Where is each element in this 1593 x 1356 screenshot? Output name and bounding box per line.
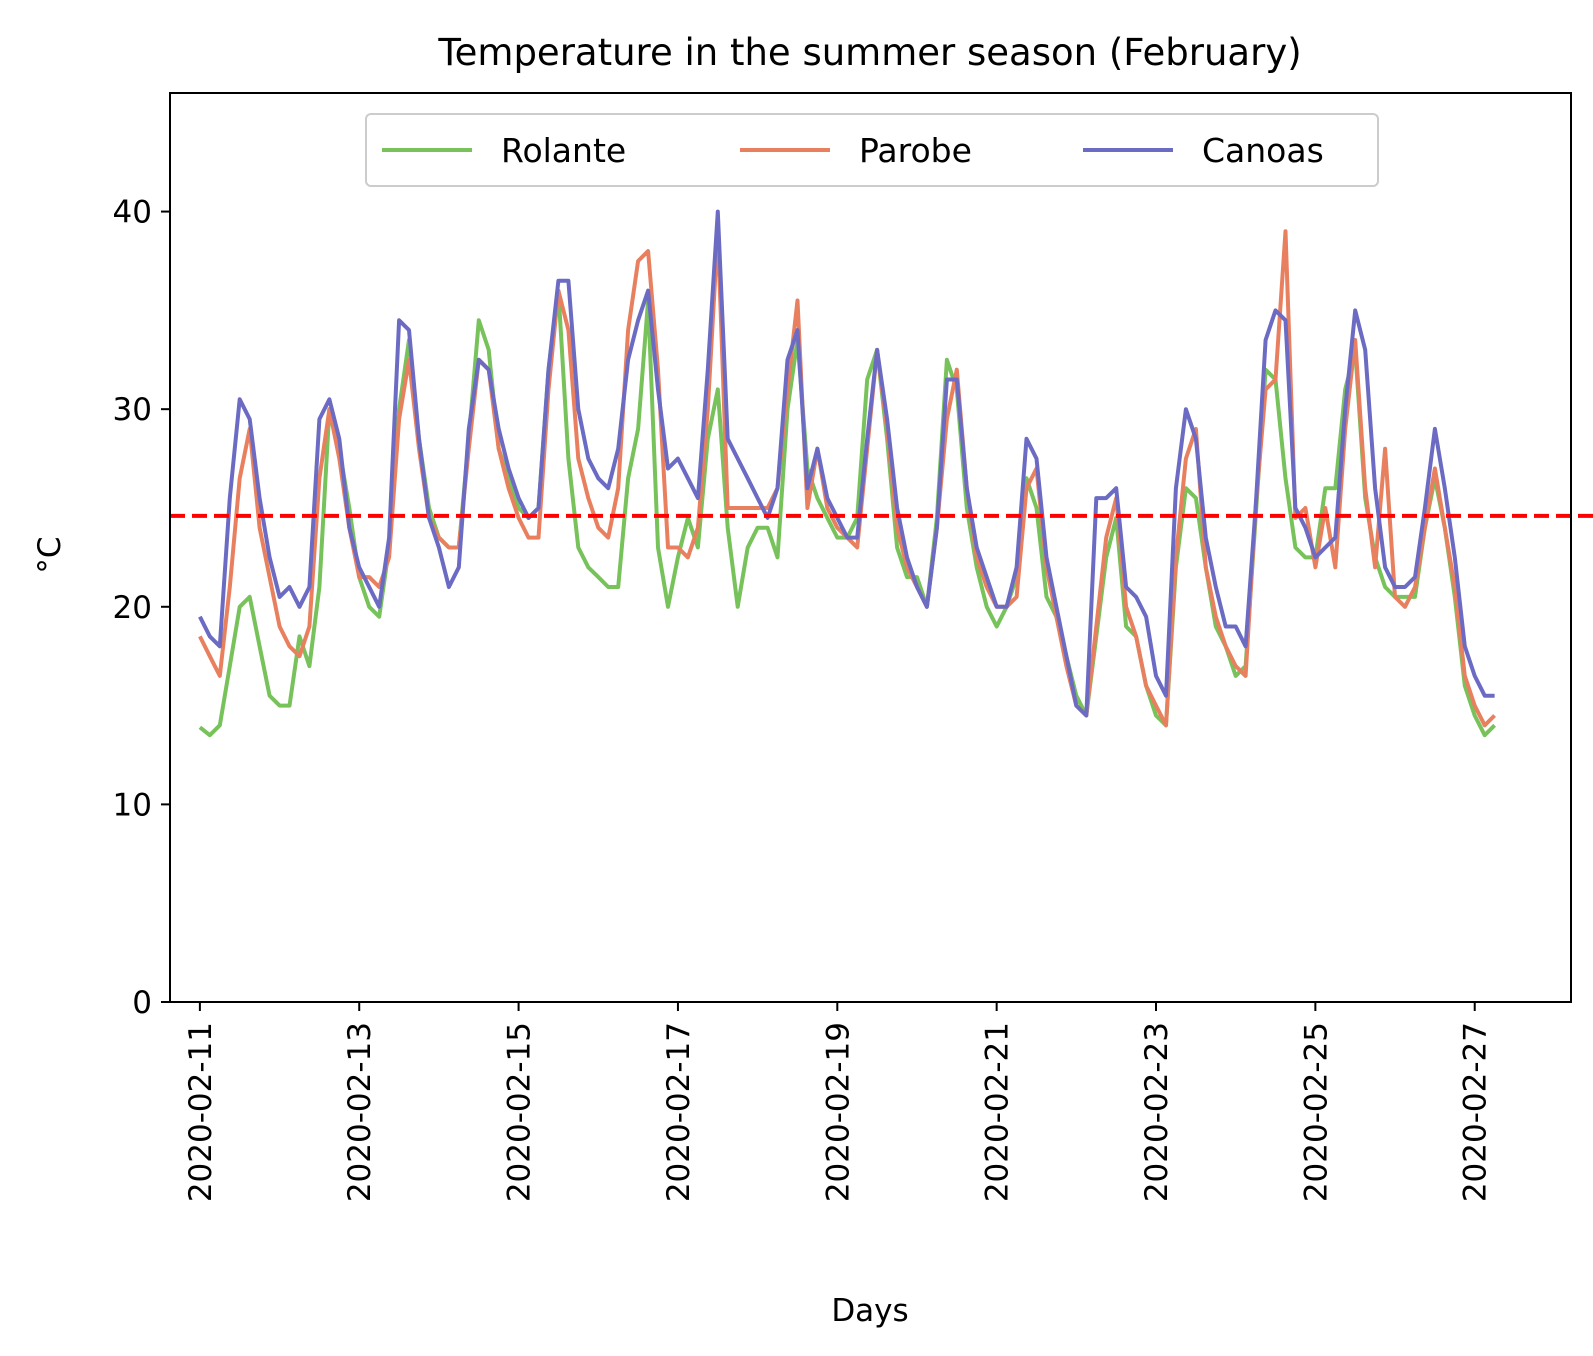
x-tick-label: 2020-02-25 bbox=[1298, 1022, 1334, 1202]
chart-title: Temperature in the summer season (Februa… bbox=[437, 31, 1301, 74]
y-tick-label: 40 bbox=[113, 195, 152, 231]
series-line-canoas bbox=[198, 209, 1495, 718]
legend-label-parobe: Parobe bbox=[859, 131, 972, 170]
x-tick-label: 2020-02-11 bbox=[183, 1022, 219, 1202]
x-tick-label: 2020-02-17 bbox=[661, 1022, 697, 1202]
series-layer bbox=[198, 209, 1497, 738]
x-tick-label: 2020-02-13 bbox=[342, 1022, 378, 1202]
y-tick-label: 10 bbox=[113, 787, 152, 823]
x-tick-label: 2020-02-23 bbox=[1139, 1022, 1175, 1202]
legend-label-canoas: Canoas bbox=[1202, 131, 1324, 170]
x-axis: 2020-02-11 2020-02-13 2020-02-15 2020-02-17… bbox=[183, 1002, 1494, 1202]
x-tick-label: 2020-02-15 bbox=[502, 1022, 538, 1202]
y-tick-label: 30 bbox=[113, 392, 152, 428]
legend: Rolante Parobe Canoas bbox=[365, 113, 1379, 187]
plot-frame bbox=[169, 92, 1572, 1003]
y-axis-label: °C bbox=[32, 536, 68, 573]
x-tick-label: 2020-02-27 bbox=[1458, 1022, 1494, 1202]
legend-box bbox=[365, 113, 1379, 187]
legend-label-rolante: Rolante bbox=[501, 131, 626, 170]
y-axis: 0 10 20 30 40 bbox=[113, 195, 170, 1021]
y-tick-label: 20 bbox=[113, 590, 152, 626]
x-tick-label: 2020-02-21 bbox=[980, 1022, 1016, 1202]
y-tick-label: 0 bbox=[132, 985, 152, 1021]
x-axis-label: Days bbox=[831, 1293, 908, 1329]
x-tick-label: 2020-02-19 bbox=[820, 1022, 856, 1202]
